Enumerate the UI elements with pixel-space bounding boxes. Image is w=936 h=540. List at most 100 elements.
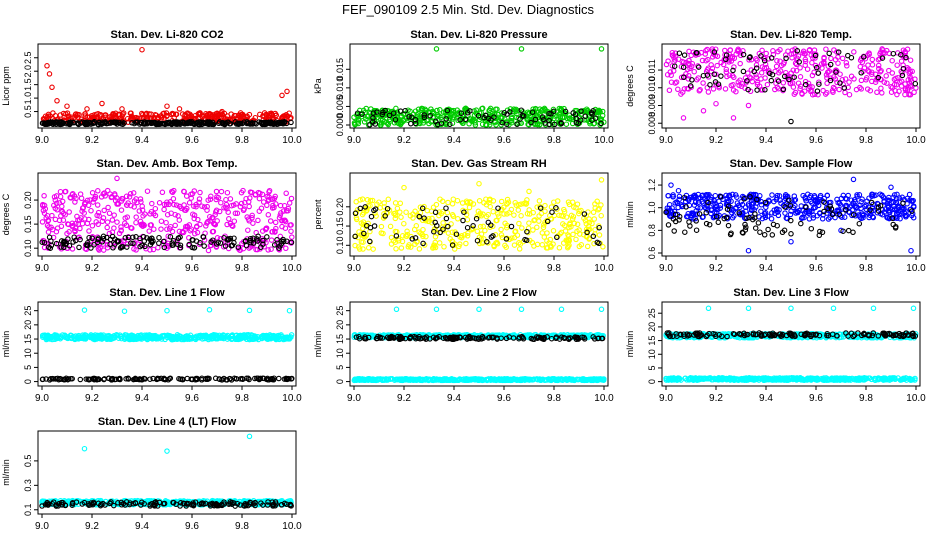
data-point bbox=[239, 111, 246, 118]
data-point bbox=[443, 116, 449, 122]
data-point bbox=[830, 89, 836, 95]
data-point bbox=[273, 112, 279, 118]
data-point bbox=[715, 219, 722, 226]
data-point bbox=[824, 89, 830, 96]
data-point bbox=[898, 78, 905, 85]
data-point bbox=[216, 120, 222, 127]
data-point bbox=[149, 200, 155, 207]
data-point bbox=[495, 111, 501, 118]
data-point bbox=[575, 120, 582, 127]
x-tick-label: 9.4 bbox=[135, 135, 149, 146]
data-point bbox=[586, 118, 592, 125]
panel-title: Stan. Dev. Li-820 CO2 bbox=[111, 29, 224, 41]
data-point bbox=[839, 55, 846, 62]
data-point bbox=[114, 175, 120, 182]
data-point bbox=[433, 306, 440, 313]
y-tick-label: 10 bbox=[23, 348, 33, 358]
data-point bbox=[49, 212, 55, 219]
data-point bbox=[886, 67, 892, 74]
data-point bbox=[368, 106, 374, 112]
data-point bbox=[256, 195, 263, 202]
data-point bbox=[827, 61, 834, 68]
data-point bbox=[668, 182, 674, 188]
data-point bbox=[365, 245, 372, 251]
data-point bbox=[713, 100, 719, 107]
data-point bbox=[224, 189, 231, 196]
data-point bbox=[763, 50, 769, 57]
data-point bbox=[557, 107, 564, 114]
data-point bbox=[798, 220, 804, 227]
x-tick-label: 10.0 bbox=[594, 393, 614, 404]
data-point bbox=[421, 117, 427, 124]
data-point bbox=[815, 91, 821, 98]
data-point bbox=[390, 110, 397, 116]
data-point bbox=[66, 209, 72, 215]
data-point bbox=[405, 117, 411, 123]
y-tick-label: 25 bbox=[335, 306, 345, 316]
data-point bbox=[118, 207, 125, 213]
data-point bbox=[501, 109, 508, 116]
y-axis-label: degrees C bbox=[1, 193, 11, 235]
data-point bbox=[848, 54, 855, 61]
data-point bbox=[598, 46, 605, 52]
data-point bbox=[169, 110, 176, 117]
data-point bbox=[534, 120, 541, 127]
data-point bbox=[556, 245, 563, 251]
data-point bbox=[785, 48, 791, 54]
data-point bbox=[745, 247, 752, 254]
data-point bbox=[222, 120, 229, 127]
y-tick-label: 1.0 bbox=[23, 92, 33, 105]
data-point bbox=[759, 47, 765, 54]
data-point bbox=[490, 208, 496, 215]
data-point bbox=[246, 307, 253, 314]
data-point bbox=[450, 107, 457, 114]
data-point bbox=[447, 121, 453, 128]
panel-5: Stan. Dev. Gas Stream RH9.0 9.2 9.4 9.6 9.8 1… bbox=[313, 158, 614, 274]
panel-title: Stan. Dev. Sample Flow bbox=[730, 158, 853, 170]
y-tick-label: 0.8 bbox=[647, 224, 657, 237]
data-point bbox=[392, 116, 399, 123]
data-point bbox=[542, 208, 548, 215]
data-point bbox=[867, 87, 874, 94]
data-point bbox=[444, 107, 451, 114]
data-point bbox=[680, 115, 687, 121]
data-point bbox=[231, 218, 238, 224]
data-point bbox=[58, 119, 65, 125]
x-tick-label: 10.0 bbox=[282, 135, 302, 146]
data-point bbox=[702, 51, 709, 57]
data-point bbox=[515, 207, 522, 213]
data-point bbox=[429, 118, 435, 124]
data-point bbox=[858, 77, 865, 84]
data-point bbox=[758, 76, 764, 82]
data-point bbox=[210, 121, 216, 127]
data-point bbox=[551, 121, 558, 128]
data-point bbox=[436, 240, 443, 246]
data-point bbox=[66, 113, 72, 120]
y-axis-label: percent bbox=[313, 199, 323, 230]
data-point bbox=[398, 245, 405, 251]
data-point bbox=[700, 80, 706, 86]
data-point bbox=[685, 72, 692, 79]
data-point bbox=[226, 216, 232, 222]
data-point bbox=[266, 110, 273, 117]
data-point bbox=[158, 218, 165, 224]
data-point bbox=[110, 111, 116, 117]
data-point bbox=[700, 108, 707, 114]
data-point bbox=[445, 199, 451, 206]
data-point bbox=[77, 225, 83, 232]
data-point bbox=[578, 117, 584, 123]
data-point bbox=[89, 223, 96, 229]
data-point bbox=[392, 200, 399, 206]
data-point bbox=[454, 197, 461, 204]
data-point bbox=[780, 86, 787, 93]
data-point bbox=[790, 84, 797, 90]
data-point bbox=[895, 74, 901, 81]
data-point bbox=[255, 217, 261, 224]
data-point bbox=[289, 234, 295, 240]
data-point bbox=[851, 49, 857, 55]
data-point bbox=[368, 213, 375, 220]
data-point bbox=[475, 112, 482, 119]
data-point bbox=[878, 67, 884, 74]
data-point bbox=[833, 67, 839, 73]
